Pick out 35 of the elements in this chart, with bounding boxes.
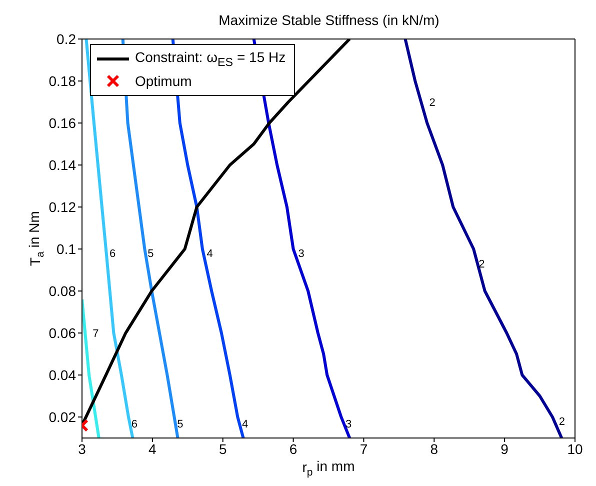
x-tick-label: 8 <box>430 440 438 457</box>
x-tick-label: 4 <box>148 440 157 457</box>
annotation: 5 <box>177 418 184 430</box>
y-tick-label: 0.02 <box>48 408 76 425</box>
annotation: 4 <box>242 418 248 430</box>
annotation: 2 <box>429 97 436 109</box>
x-tick-label: 7 <box>360 440 368 457</box>
y-tick-label: 0.1 <box>56 240 76 257</box>
annotation: 2 <box>478 258 485 271</box>
annotation: 7 <box>92 328 99 340</box>
y-tick-label: 0.18 <box>48 72 76 89</box>
y-tick-label: 0.2 <box>56 30 76 47</box>
y-tick-label: 0.16 <box>48 114 76 131</box>
annotation: 3 <box>345 418 352 430</box>
y-tick-label: 0.12 <box>48 198 76 215</box>
y-tick-label: 0.08 <box>48 282 76 299</box>
x-tick-label: 5 <box>218 440 227 457</box>
x-axis-title: r$_{p}$ in mm <box>302 458 355 479</box>
annotation: 2 <box>558 416 565 428</box>
annotation: 6 <box>110 248 116 260</box>
chart-title: Maximize Stable Stiffness (in kN/m) <box>218 12 440 28</box>
line-series <box>404 39 564 438</box>
y-tick-label: 0.04 <box>48 366 76 383</box>
legend-label: Optimum <box>135 73 192 89</box>
annotation: 4 <box>206 248 213 260</box>
annotation: 3 <box>298 248 304 260</box>
y-tick-label: 0.06 <box>48 324 76 341</box>
x-tick-label: 3 <box>78 440 86 457</box>
annotation: 5 <box>148 248 154 260</box>
x-tick-label: 6 <box>289 440 298 457</box>
x-tick-label: 9 <box>500 440 509 457</box>
x-tick-label: 10 <box>567 440 583 457</box>
annotation: 6 <box>131 418 138 430</box>
legend-label: Constraint: ω$_{ES}$ = 15 Hz <box>135 49 286 69</box>
y-tick-label: 0.14 <box>48 156 76 173</box>
